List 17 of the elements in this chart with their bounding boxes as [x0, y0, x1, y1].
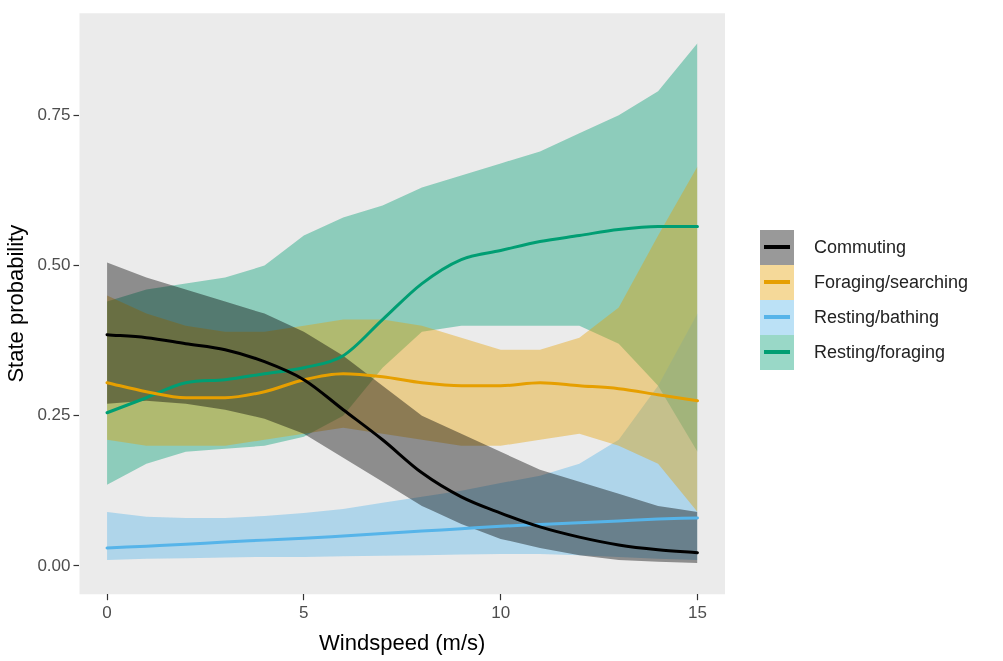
y-axis-title: State probability	[3, 224, 29, 383]
line-series	[105, 516, 699, 550]
y-tick-label: 0.25	[37, 405, 71, 425]
x-tick-label: 10	[491, 603, 511, 623]
line-series	[105, 372, 699, 403]
legend-label: Resting/bathing	[814, 307, 940, 328]
x-tick-label: 5	[299, 603, 309, 623]
legend-label: Resting/foraging	[814, 342, 946, 363]
line-series	[105, 224, 699, 415]
legend-label: Commuting	[814, 237, 907, 258]
x-tick-label: 15	[687, 603, 707, 623]
y-tick-label: 0.50	[37, 255, 71, 275]
legend-label: Foraging/searching	[814, 272, 969, 293]
x-tick-label: 0	[102, 603, 112, 623]
y-tick-label: 0.00	[37, 555, 71, 575]
y-tick-label: 0.75	[37, 105, 71, 125]
x-axis-title: Windspeed (m/s)	[319, 629, 486, 655]
